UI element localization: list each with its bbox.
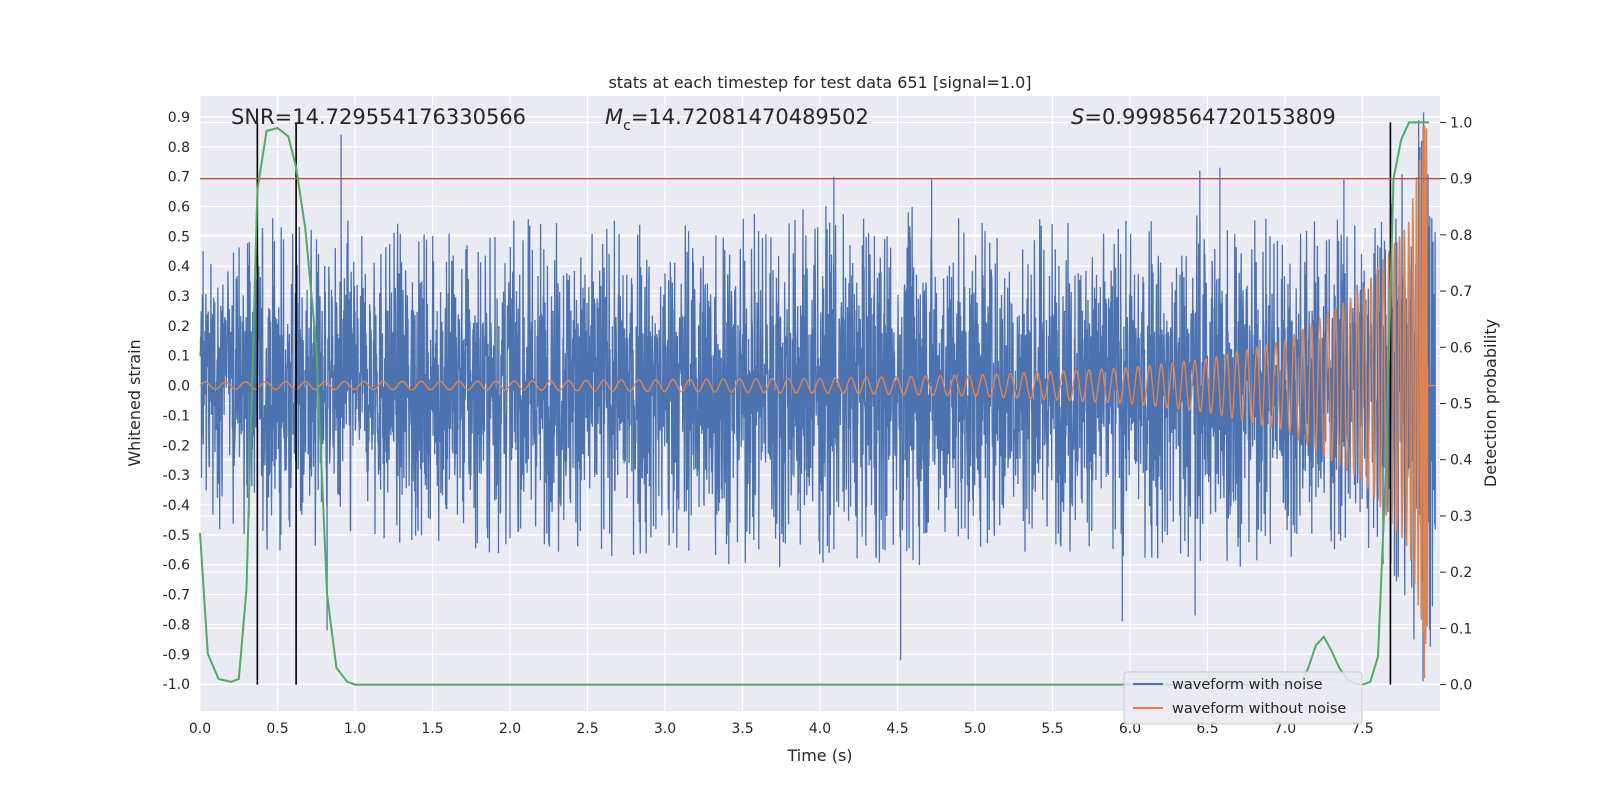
y2-tick-label-9: 0.9	[1450, 172, 1472, 188]
y-tick-label-12: 0.2	[168, 319, 190, 335]
y2-tick-label-2: 0.2	[1450, 565, 1472, 581]
x-tick-label-15: 7.5	[1351, 721, 1373, 737]
legend-box	[1123, 671, 1363, 725]
y-tick-label-3: -0.7	[163, 588, 190, 604]
mc-symbol: M	[605, 105, 623, 129]
x-tick-label-2: 1.0	[344, 721, 366, 737]
y-tick-label-0: -1.0	[163, 677, 190, 693]
score-annotation: S=0.9998564720153809	[1071, 105, 1336, 129]
y-tick-label-16: 0.6	[168, 199, 190, 215]
y-tick-label-15: 0.5	[168, 229, 190, 245]
x-tick-label-6: 3.0	[654, 721, 676, 737]
y-tick-label-11: 0.1	[168, 349, 190, 365]
y-tick-label-6: -0.4	[163, 498, 190, 514]
y2-tick-label-8: 0.8	[1450, 228, 1472, 244]
x-tick-label-8: 4.0	[809, 721, 831, 737]
chirp-mass-annotation: Mc=14.72081470489502	[605, 105, 869, 134]
y-tick-label-14: 0.4	[168, 259, 190, 275]
y2-tick-label-1: 0.1	[1450, 621, 1472, 637]
y-tick-label-1: -0.9	[163, 647, 190, 663]
y2-axis-label: Detection probability	[1481, 319, 1500, 487]
x-tick-label-7: 3.5	[731, 721, 753, 737]
y2-tick-label-3: 0.3	[1450, 509, 1472, 525]
y-tick-label-5: -0.5	[163, 528, 190, 544]
x-tick-label-12: 6.0	[1119, 721, 1141, 737]
x-tick-label-11: 5.5	[1041, 721, 1063, 737]
x-tick-label-4: 2.0	[499, 721, 521, 737]
x-tick-label-10: 5.0	[964, 721, 986, 737]
y-tick-label-18: 0.8	[168, 140, 190, 156]
y2-tick-label-7: 0.7	[1450, 284, 1472, 300]
y-tick-label-10: 0.0	[168, 379, 190, 395]
tick-labels: 0.0 0.5 1.0 1.5 2.0 2.5 3.0 3.5 4.0 4.5 5.0 5.5 6.0 6…	[163, 110, 1473, 737]
y2-tick-label-4: 0.4	[1450, 453, 1472, 469]
legend-label-noise: waveform with noise	[1172, 677, 1323, 693]
y-tick-label-9: -0.1	[163, 408, 190, 424]
legend: waveform with noise waveform without noi…	[1123, 671, 1363, 725]
x-axis-label: Time (s)	[786, 746, 852, 765]
series-waveform-without-noise	[199, 125, 1436, 679]
y-tick-label-4: -0.6	[163, 558, 190, 574]
x-tick-label-3: 1.5	[421, 721, 443, 737]
x-tick-label-9: 4.5	[886, 721, 908, 737]
y2-tick-label-10: 1.0	[1450, 115, 1472, 131]
y-axis-label: Whitened strain	[125, 339, 144, 466]
y-tick-label-7: -0.3	[163, 468, 190, 484]
s-symbol: S	[1071, 105, 1084, 129]
series-detection-probability	[199, 121, 1430, 686]
clean-waveform-line	[199, 125, 1436, 679]
x-tick-label-5: 2.5	[576, 721, 598, 737]
y2-tick-label-5: 0.5	[1450, 397, 1472, 413]
legend-label-clean: waveform without noise	[1172, 701, 1346, 717]
y-tick-label-2: -0.8	[163, 617, 190, 633]
snr-annotation: SNR=14.729554176330566	[231, 105, 526, 129]
y2-tick-label-0: 0.0	[1450, 678, 1472, 694]
y2-tick-label-6: 0.6	[1450, 340, 1472, 356]
y-tick-label-17: 0.7	[168, 170, 190, 186]
x-tick-label-0: 0.0	[189, 721, 211, 737]
y-tick-label-13: 0.3	[168, 289, 190, 305]
x-tick-label-13: 6.5	[1196, 721, 1218, 737]
mc-subscript: c	[623, 118, 631, 134]
mc-value: =14.72081470489502	[631, 105, 869, 129]
detection-probability-line	[199, 121, 1430, 686]
x-tick-label-1: 0.5	[266, 721, 288, 737]
s-value: =0.9998564720153809	[1084, 105, 1335, 129]
y-tick-label-8: -0.2	[163, 438, 190, 454]
y-tick-label-19: 0.9	[168, 110, 190, 126]
x-tick-label-14: 7.0	[1274, 721, 1296, 737]
chart-title: stats at each timestep for test data 651…	[608, 73, 1031, 92]
